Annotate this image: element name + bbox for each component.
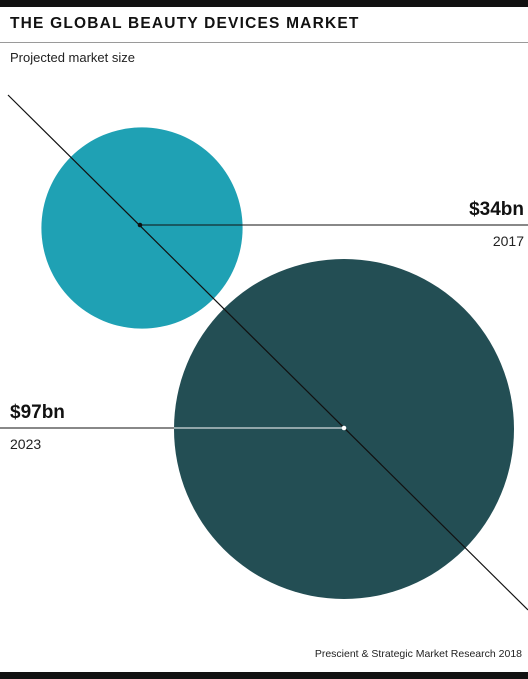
year-label-2023: 2023 [10,436,42,452]
chart-title: THE GLOBAL BEAUTY DEVICES MARKET [10,15,360,32]
bottom-rule [0,672,528,679]
diagonal-line [7,94,528,611]
value-label-2017: $34bn [469,199,524,220]
title-divider [0,42,528,43]
year-label-2017: 2017 [492,233,524,249]
source-note: Prescient & Strategic Market Research 20… [314,648,522,660]
top-rule [0,0,528,7]
center-dot-2017 [137,222,143,228]
center-dot-2023 [341,425,347,431]
value-label-2023: $97bn [10,402,65,423]
chart-subtitle: Projected market size [10,50,135,65]
